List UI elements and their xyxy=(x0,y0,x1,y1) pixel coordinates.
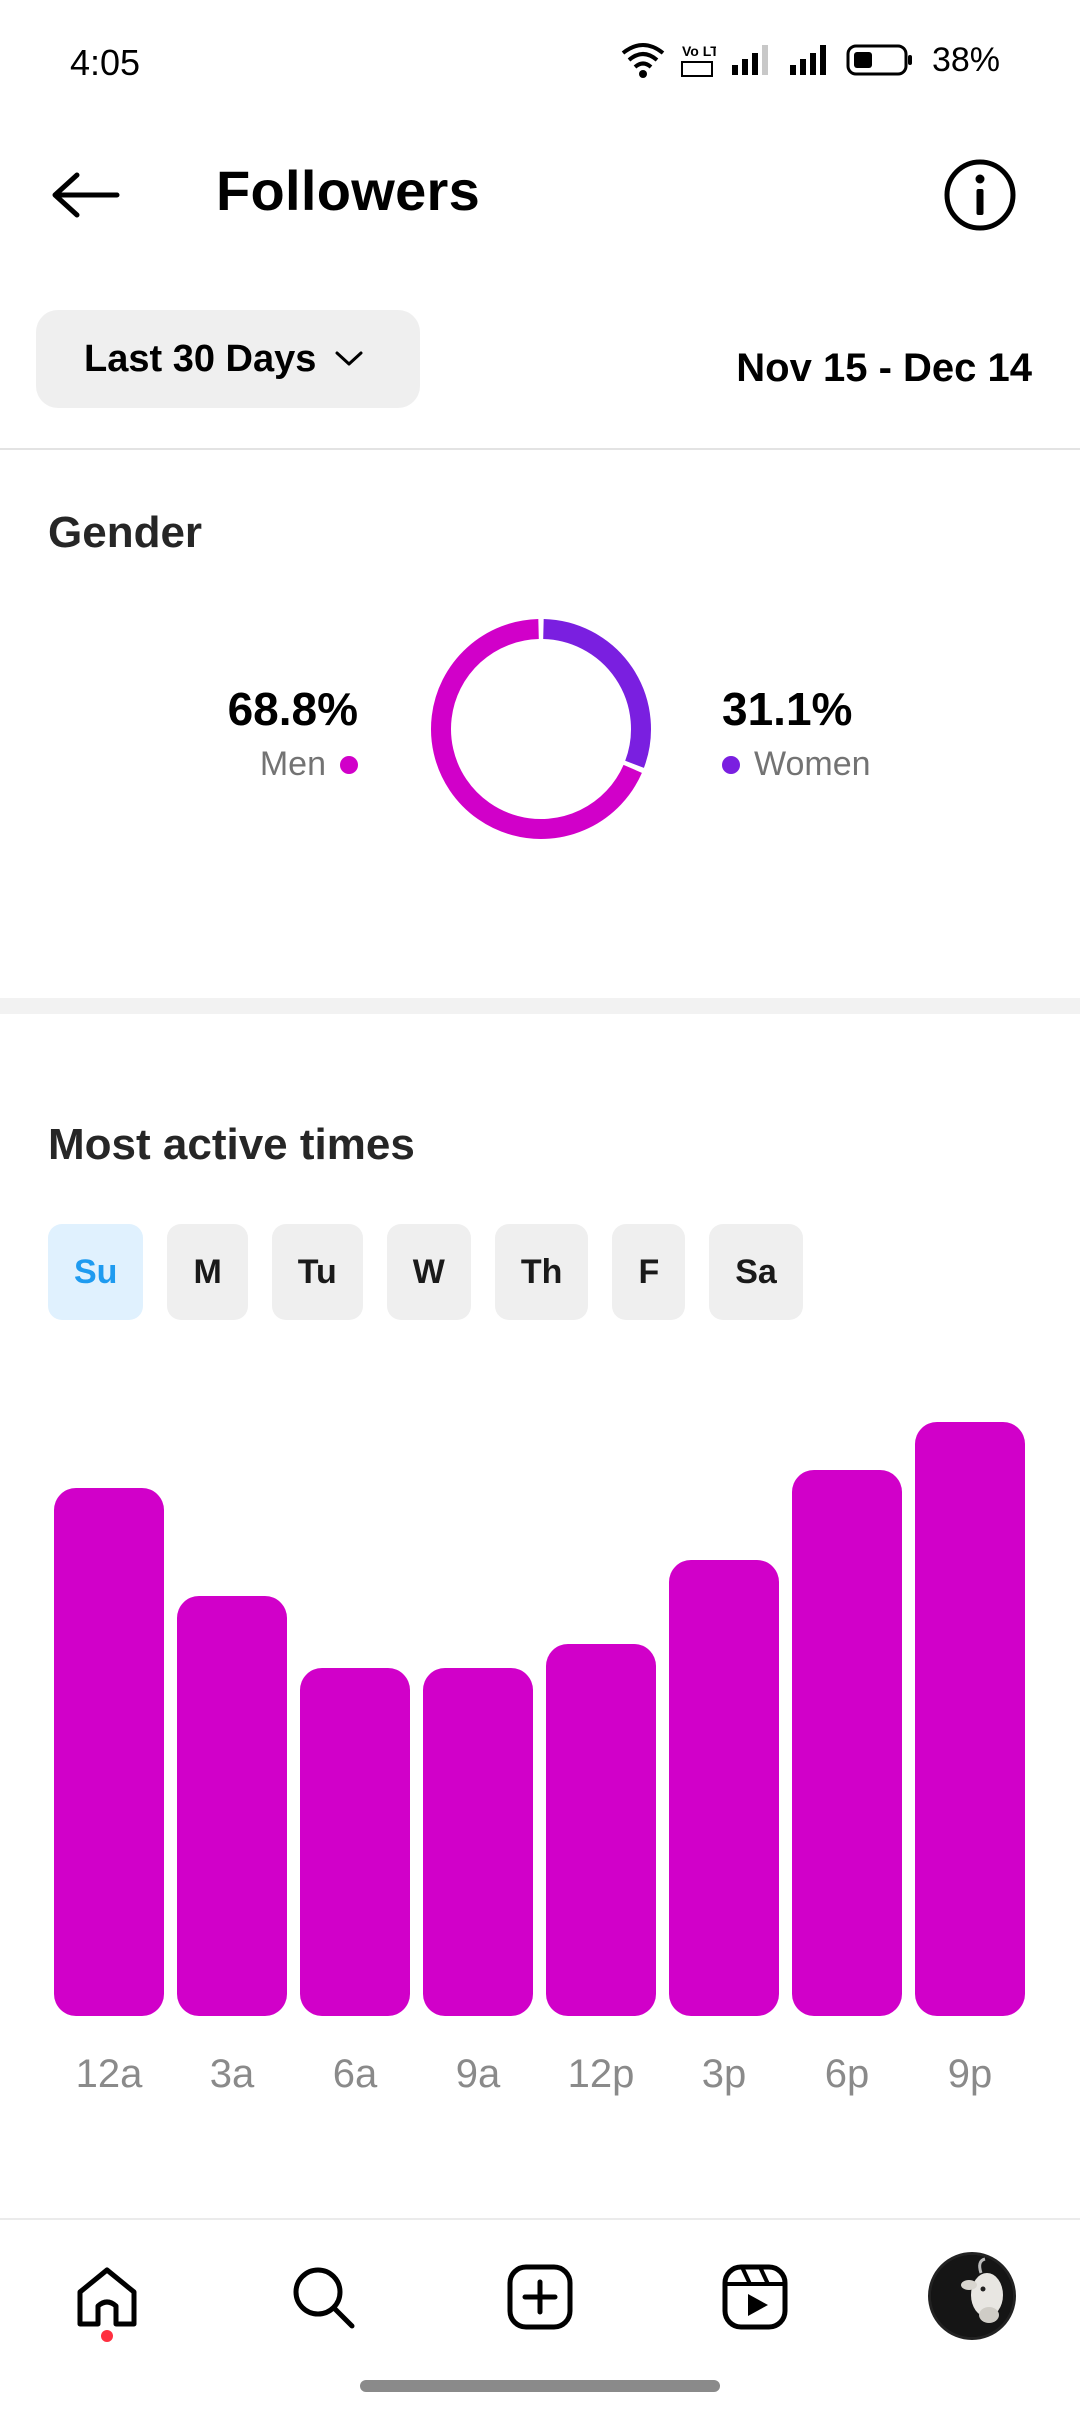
day-tab-w[interactable]: W xyxy=(386,1224,471,1320)
divider xyxy=(0,448,1080,450)
bar-label-3p: 3p xyxy=(701,2052,747,2096)
day-tab-m[interactable]: M xyxy=(167,1224,248,1320)
battery-icon xyxy=(846,44,912,76)
status-icons: Vo LTE 38% xyxy=(620,38,1000,82)
info-button[interactable] xyxy=(940,155,1020,235)
page-title: Followers xyxy=(216,159,481,222)
goat-avatar-icon xyxy=(931,2255,1013,2337)
bottom-nav xyxy=(0,2222,1080,2372)
back-button[interactable] xyxy=(40,160,130,230)
bar-6a[interactable] xyxy=(300,1668,410,2016)
bar-6p[interactable] xyxy=(792,1470,902,2016)
bar-label-12a: 12a xyxy=(75,2052,143,2096)
day-tab-sa[interactable]: Sa xyxy=(709,1224,803,1320)
bar-3p[interactable] xyxy=(669,1560,779,2016)
date-range-text: Nov 15 - Dec 14 xyxy=(736,346,1032,390)
gender-section-title: Gender xyxy=(48,508,203,557)
home-indicator xyxy=(360,2380,720,2392)
chevron-down-icon xyxy=(335,351,363,366)
bar-label-6a: 6a xyxy=(332,2052,378,2096)
nav-divider xyxy=(0,2218,1080,2220)
info-icon xyxy=(944,159,1016,231)
nav-reels[interactable] xyxy=(710,2252,800,2342)
day-tab-tu[interactable]: Tu xyxy=(271,1224,363,1320)
battery-percent: 38% xyxy=(931,40,1000,79)
search-icon xyxy=(293,2267,355,2329)
day-tab-th[interactable]: Th xyxy=(494,1224,589,1320)
notification-dot xyxy=(101,2330,113,2342)
women-dot xyxy=(722,755,740,774)
profile-avatar[interactable] xyxy=(928,2252,1016,2340)
bar-label-12p: 12p xyxy=(567,2052,635,2096)
range-label: Last 30 Days xyxy=(84,337,317,380)
bar-label-9a: 9a xyxy=(455,2052,501,2096)
women-legend: Women xyxy=(722,745,871,784)
men-label: Men xyxy=(259,745,326,783)
signal-1-icon xyxy=(731,45,768,75)
volte-icon: Vo LTE xyxy=(680,43,716,77)
bar-3a[interactable] xyxy=(177,1596,287,2016)
men-percent: 68.8% xyxy=(227,683,358,735)
create-icon xyxy=(507,2264,573,2330)
bar-label-3a: 3a xyxy=(209,2052,255,2096)
bar-label-9p: 9p xyxy=(947,2052,993,2096)
header: Followers xyxy=(0,130,1080,260)
men-dot xyxy=(340,755,358,774)
arrow-left-icon xyxy=(52,172,120,218)
women-label: Women xyxy=(754,745,871,783)
reels-icon xyxy=(722,2264,788,2330)
bar-9p[interactable] xyxy=(915,1422,1025,2016)
women-percent: 31.1% xyxy=(722,683,853,735)
men-legend: Men xyxy=(260,745,358,784)
bar-12a[interactable] xyxy=(54,1488,164,2016)
nav-home[interactable] xyxy=(62,2252,152,2342)
active-times-title: Most active times xyxy=(48,1120,415,1169)
home-icon xyxy=(77,2267,137,2327)
nav-search[interactable] xyxy=(278,2252,368,2342)
status-bar: 4:05 Vo LTE xyxy=(0,0,1080,120)
men-slice xyxy=(431,619,642,839)
bar-12p[interactable] xyxy=(546,1644,656,2016)
bar-label-6p: 6p xyxy=(824,2052,870,2096)
women-slice xyxy=(542,619,651,768)
day-tab-su[interactable]: Su xyxy=(48,1224,144,1320)
volte-text: Vo LTE xyxy=(682,43,716,59)
date-range-dropdown[interactable]: Last 30 Days xyxy=(36,310,420,408)
day-tab-f[interactable]: F xyxy=(612,1224,686,1320)
signal-2-icon xyxy=(789,45,826,75)
wifi-icon xyxy=(621,43,665,78)
nav-create[interactable] xyxy=(495,2252,585,2342)
section-divider xyxy=(0,998,1080,1014)
day-selector: Su M Tu W Th F Sa xyxy=(48,1224,803,1320)
status-time: 4:05 xyxy=(70,42,141,83)
gender-donut-chart xyxy=(431,619,651,839)
bar-9a[interactable] xyxy=(423,1668,533,2016)
